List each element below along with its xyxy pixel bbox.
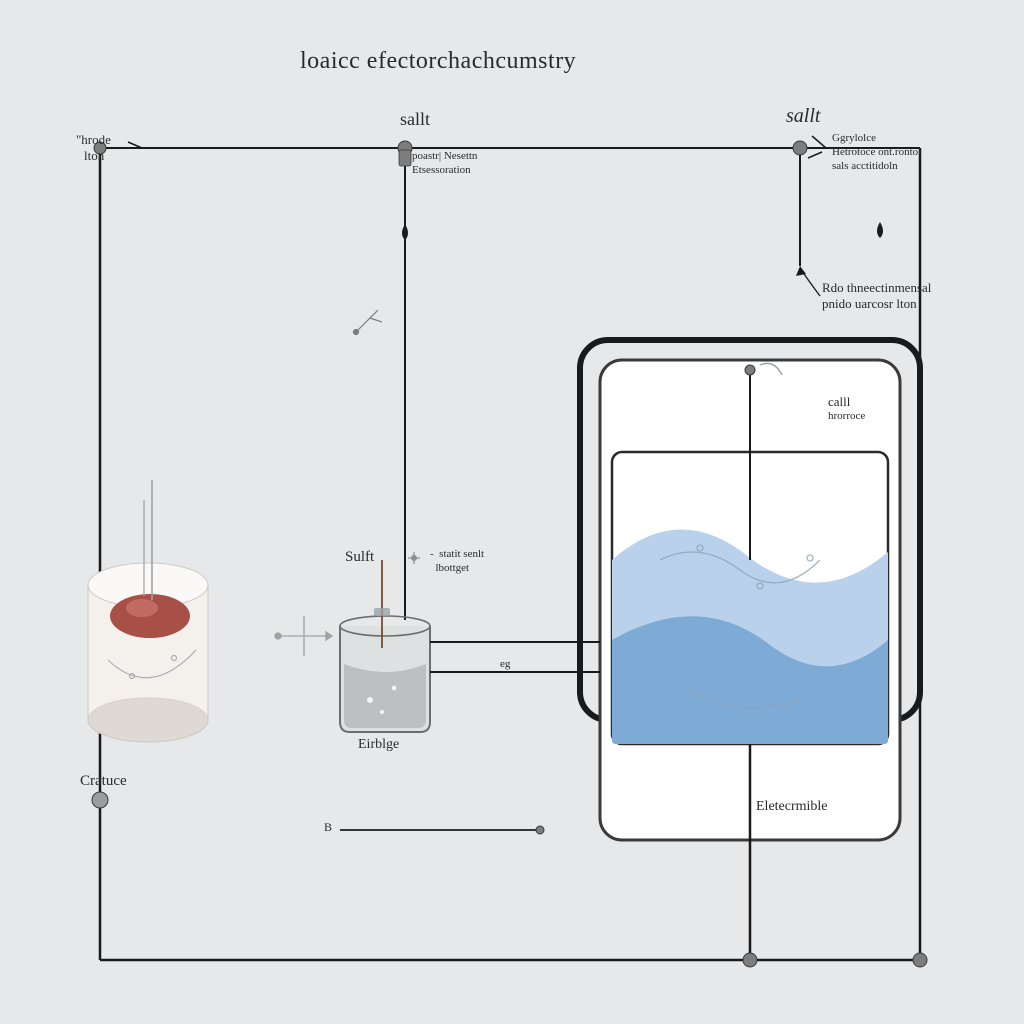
label-hode-2: lton [84,148,104,164]
label-b: B [324,820,332,835]
label-call-2: hrorroce [828,410,865,424]
label-suft: Sulft [345,548,374,567]
cross-apparatus [275,616,332,656]
probe-glyph-center [354,310,383,335]
label-call-1: calll [828,394,850,410]
label-right-sub-2: Hetrotoce ont.rontol [832,146,921,160]
drop-center [402,224,408,240]
small-beaker [340,560,430,732]
horizontal-connectors [430,642,600,672]
bottom-node-center [743,953,757,967]
label-right-sub-1: Ggrylolce [832,132,876,146]
label-hode-1: "hrode [76,132,111,148]
label-start-sent-2: lbottget [430,562,469,576]
drop-right [877,222,883,238]
center-rod [399,150,411,620]
label-right-mid-1: Rdo thneectinmensal [822,280,931,296]
label-right-sub-3: sals acctitidoln [832,160,898,174]
label-eg: eg [500,658,510,672]
label-electermible: Eletecrmible [756,798,828,816]
suft-icon [408,552,420,564]
diagram-title: loaicc efectorchachcumstry [300,46,576,76]
label-eirbige: Eirblge [358,736,399,754]
label-center-sub-2: Etsessoration [412,164,471,178]
left-cylinder [88,480,208,742]
left-mid-node [92,792,108,808]
b-connector [340,826,544,834]
label-salt-right: sallt [786,104,820,129]
bottom-node-right [913,953,927,967]
label-center-sub-1: poastr| Nesettn [412,150,477,164]
label-salt-center: sallt [400,108,430,131]
label-right-mid-2: pnido uarcosr lton [822,296,917,312]
label-cratuce: Cratuce [80,772,127,791]
label-start-sent-1: - statit senlt [430,548,484,562]
